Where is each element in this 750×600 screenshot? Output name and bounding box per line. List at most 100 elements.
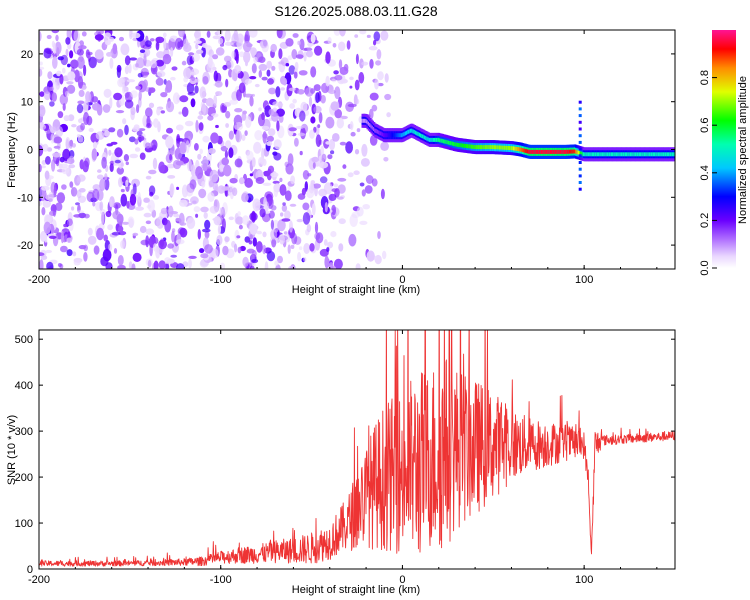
heatmap-cell: [580, 151, 583, 156]
heatmap-cell: [225, 140, 232, 149]
heatmap-cell: [528, 149, 531, 154]
heatmap-cell: [51, 52, 58, 59]
heatmap-cell: [198, 188, 207, 199]
heatmap-cell: [255, 177, 265, 184]
spectrogram-x-label: Height of straight line (km): [292, 284, 420, 296]
heatmap-cell: [202, 43, 208, 48]
heatmap-cell: [199, 148, 203, 155]
heatmap-cell: [331, 188, 338, 193]
heatmap-cell: [109, 57, 114, 69]
heatmap-cell: [202, 162, 208, 172]
heatmap-cell: [368, 46, 378, 51]
heatmap-cell: [212, 54, 219, 60]
heatmap-cell: [200, 253, 209, 259]
heatmap-cell: [62, 103, 66, 111]
heatmap-cell: [337, 177, 347, 182]
heatmap-cell: [431, 137, 434, 142]
heatmap-cell: [86, 191, 95, 203]
heatmap-cell: [250, 47, 257, 56]
heatmap-cell: [458, 143, 461, 147]
heatmap-cell: [426, 136, 429, 141]
heatmap-cell: [281, 218, 291, 222]
heatmap-cell: [123, 154, 129, 162]
heatmap-cell: [48, 191, 54, 202]
heatmap-cell: [39, 201, 42, 207]
heatmap-cell: [176, 186, 180, 190]
heatmap-cell: [215, 91, 223, 96]
heatmap-cell: [643, 152, 647, 157]
heatmap-cell: [259, 156, 265, 165]
heatmap-cell: [110, 141, 118, 145]
heatmap-cell: [377, 71, 384, 81]
heatmap-cell: [578, 161, 582, 164]
heatmap-cell: [279, 177, 283, 183]
heatmap-cell: [281, 204, 288, 212]
heatmap-cell: [65, 139, 70, 151]
heatmap-cell: [202, 228, 211, 233]
heatmap-cell: [264, 261, 269, 269]
heatmap-cell: [511, 146, 514, 151]
heatmap-cell: [206, 166, 212, 174]
heatmap-cell: [129, 153, 139, 159]
heatmap-cell: [299, 38, 305, 51]
heatmap-cell: [87, 92, 92, 102]
heatmap-cell: [238, 224, 243, 230]
heatmap-cell: [58, 163, 63, 170]
heatmap-cell: [197, 153, 202, 160]
heatmap-cell: [330, 231, 337, 238]
heatmap-cell: [102, 104, 111, 113]
heatmap-cell: [56, 47, 60, 57]
heatmap-cell: [235, 130, 242, 143]
heatmap-cell: [213, 95, 218, 107]
heatmap-cell: [496, 145, 499, 150]
heatmap-cell: [407, 130, 410, 135]
heatmap-cell: [327, 37, 332, 44]
heatmap-cell: [356, 128, 361, 133]
heatmap-cell: [365, 175, 374, 184]
heatmap-cell: [319, 161, 329, 169]
heatmap-cell: [650, 152, 653, 157]
heatmap-cell: [249, 224, 258, 235]
heatmap-cell: [61, 184, 67, 190]
heatmap-cell: [92, 102, 101, 111]
heatmap-cell: [169, 211, 179, 215]
colorbar-tick-label: 0.8: [699, 70, 711, 85]
heatmap-cell: [253, 141, 262, 154]
heatmap-cell: [77, 56, 85, 69]
heatmap-cell: [83, 213, 90, 219]
heatmap-cell: [503, 145, 507, 150]
y-tick-label: -20: [17, 240, 33, 252]
heatmap-cell: [97, 169, 102, 173]
heatmap-cell: [661, 152, 664, 157]
heatmap-cell: [291, 49, 298, 60]
heatmap-cell: [251, 157, 256, 168]
heatmap-cell: [136, 104, 140, 114]
heatmap-cell: [57, 56, 64, 61]
heatmap-cell: [96, 174, 104, 180]
heatmap-cell: [439, 138, 442, 143]
heatmap-cell: [188, 258, 192, 269]
heatmap-cell: [459, 143, 462, 148]
heatmap-cell: [486, 145, 489, 150]
heatmap-cell: [217, 30, 224, 36]
heatmap-cell: [148, 102, 155, 109]
heatmap-cell: [66, 218, 73, 226]
heatmap-cell: [93, 245, 100, 255]
heatmap-cell: [55, 34, 59, 42]
heatmap-cell: [77, 76, 84, 89]
heatmap-cell: [195, 49, 204, 54]
heatmap-cell: [217, 224, 221, 235]
heatmap-cell: [545, 149, 549, 154]
heatmap-cell: [302, 170, 310, 180]
heatmap-cell: [193, 31, 201, 39]
heatmap-cell: [142, 117, 147, 127]
heatmap-cell: [199, 86, 206, 99]
heatmap-cell: [526, 149, 530, 154]
heatmap-cell: [68, 164, 76, 169]
heatmap-cell: [289, 220, 293, 233]
colorbar-ticks: 0.0 0.2 0.4 0.6 0.8: [699, 70, 717, 276]
heatmap-cell: [143, 212, 152, 218]
heatmap-cell: [455, 142, 458, 147]
heatmap-cell: [143, 197, 150, 203]
